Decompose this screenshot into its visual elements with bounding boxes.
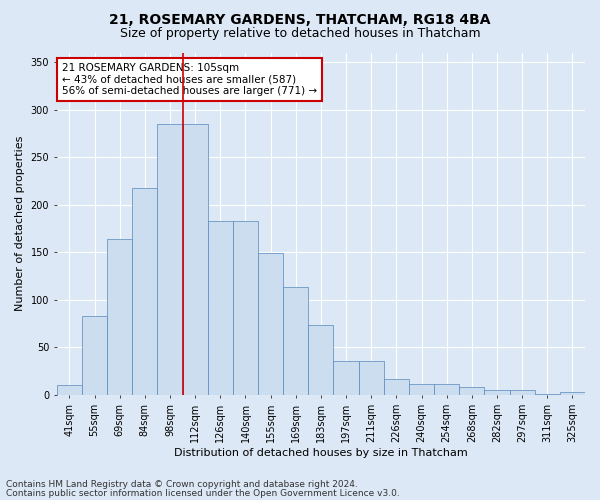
Bar <box>258 253 283 395</box>
Bar <box>535 394 560 395</box>
Bar <box>484 390 509 395</box>
Bar <box>384 379 409 395</box>
Bar <box>409 384 434 395</box>
Y-axis label: Number of detached properties: Number of detached properties <box>15 136 25 312</box>
X-axis label: Distribution of detached houses by size in Thatcham: Distribution of detached houses by size … <box>174 448 468 458</box>
Bar <box>509 390 535 395</box>
Bar <box>157 124 182 395</box>
Text: Contains public sector information licensed under the Open Government Licence v3: Contains public sector information licen… <box>6 488 400 498</box>
Bar <box>434 384 459 395</box>
Bar <box>182 124 208 395</box>
Bar <box>107 239 132 395</box>
Bar <box>132 188 157 395</box>
Text: Contains HM Land Registry data © Crown copyright and database right 2024.: Contains HM Land Registry data © Crown c… <box>6 480 358 489</box>
Text: Size of property relative to detached houses in Thatcham: Size of property relative to detached ho… <box>119 28 481 40</box>
Bar <box>334 360 359 395</box>
Bar <box>208 221 233 395</box>
Bar <box>359 360 384 395</box>
Bar <box>560 392 585 395</box>
Bar <box>459 388 484 395</box>
Text: 21 ROSEMARY GARDENS: 105sqm
← 43% of detached houses are smaller (587)
56% of se: 21 ROSEMARY GARDENS: 105sqm ← 43% of det… <box>62 63 317 96</box>
Text: 21, ROSEMARY GARDENS, THATCHAM, RG18 4BA: 21, ROSEMARY GARDENS, THATCHAM, RG18 4BA <box>109 12 491 26</box>
Bar <box>57 386 82 395</box>
Bar <box>308 326 334 395</box>
Bar <box>233 221 258 395</box>
Bar <box>82 316 107 395</box>
Bar <box>283 288 308 395</box>
